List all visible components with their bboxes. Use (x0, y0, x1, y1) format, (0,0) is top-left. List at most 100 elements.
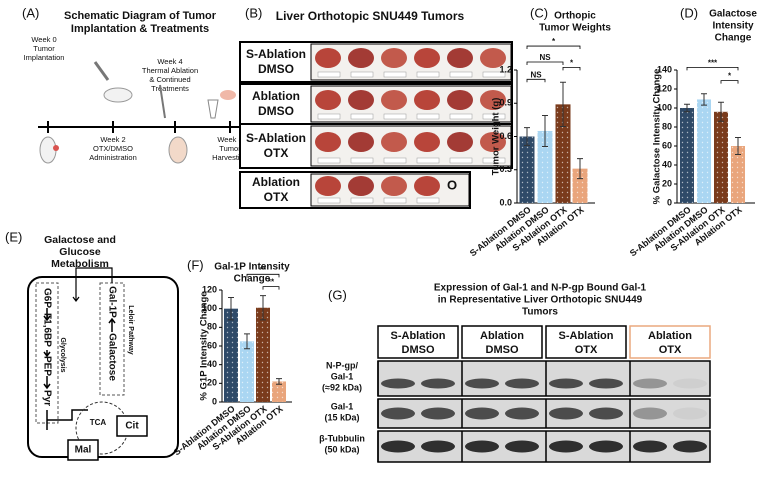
y-tick-label: 40 (207, 359, 217, 369)
probe-icon (159, 84, 166, 119)
blot-band (589, 440, 623, 453)
significance-label: * (552, 37, 556, 46)
row-label: (50 kDa) (324, 444, 359, 454)
chart-title: Galactose (709, 9, 757, 20)
tumor (315, 48, 341, 68)
bar-texture (680, 108, 694, 203)
y-axis-label: Tumor Weight (g) (491, 98, 502, 176)
ruler (383, 157, 407, 164)
metabolite: Gal-1P (106, 286, 117, 318)
ruler (317, 197, 341, 204)
y-axis-label: % Galactose Intensity Change (652, 69, 663, 205)
ruler (449, 71, 473, 78)
tumor (414, 132, 440, 152)
panel-title: Schematic Diagram of Tumor (64, 10, 217, 22)
cell-box (27, 276, 179, 458)
error-bar (735, 136, 741, 156)
group-label: DMSO (258, 62, 294, 76)
tumor (447, 132, 473, 152)
blot-band (673, 407, 707, 420)
blot-row (377, 360, 711, 397)
error-bar (260, 295, 266, 321)
significance-bracket (686, 66, 739, 71)
blot-band (381, 440, 415, 453)
significance-bracket (720, 80, 739, 84)
blot-band (549, 440, 583, 453)
metabolite: Pyr (41, 390, 52, 406)
group-label: Ablation (480, 330, 524, 342)
significance-bracket (526, 78, 546, 83)
error-bar (577, 158, 583, 180)
photo-area (310, 125, 512, 167)
panel-title: Tumors (522, 307, 558, 318)
blot-band (633, 407, 667, 420)
y-tick-label: 0.3 (499, 164, 512, 174)
row-label: β-Tubbulin (319, 433, 365, 443)
pathway-label: Leloir Pathway (127, 305, 134, 355)
tumor-icon (220, 90, 236, 100)
syringe-icon (93, 61, 110, 81)
y-tick-label: 0.0 (499, 197, 512, 207)
significance-label: * (570, 58, 574, 67)
blot-band (589, 407, 623, 420)
group-label: OTX (264, 146, 289, 160)
y-tick-label: 120 (202, 284, 217, 294)
y-tick-label: 0 (667, 197, 672, 207)
error-bar (542, 114, 548, 147)
tumor-icon (53, 145, 59, 151)
tumor (480, 90, 506, 110)
mouse-icon (168, 136, 188, 164)
event-label: Harvesting (212, 153, 248, 162)
group-label: S-Ablation (246, 47, 306, 61)
error-bar (228, 296, 234, 321)
y-tick-label: 1.2 (499, 64, 512, 74)
chart-title: Change (715, 33, 752, 44)
group-label: DMSO (258, 104, 294, 118)
ruler (317, 157, 341, 164)
blot-band (633, 378, 667, 389)
tumor (348, 90, 374, 110)
event-label: Tumor (33, 44, 55, 53)
tumor (348, 132, 374, 152)
blot-band (381, 407, 415, 420)
event-label: & Continued (149, 75, 190, 84)
significance-label: NS (530, 70, 542, 79)
event-label: Week 4 (157, 57, 182, 66)
tumor (381, 132, 407, 152)
group-label: S-Ablation (391, 330, 446, 342)
ruler (416, 197, 440, 204)
chart-title: Tumor Weights (539, 23, 611, 34)
blot-band (673, 378, 707, 389)
significance-bracket (246, 273, 280, 278)
arrow (43, 376, 51, 390)
significance-bracket (526, 61, 564, 66)
group-label: DMSO (486, 344, 519, 356)
tumor (381, 90, 407, 110)
ruler (350, 197, 374, 204)
event-label: Treatments (151, 84, 189, 93)
panel-title: Glucose (59, 246, 101, 258)
group-header (629, 325, 711, 359)
panel-title: Galactose and (44, 234, 116, 246)
event-label: Week 5 (217, 135, 242, 144)
blot-band (549, 378, 583, 389)
ruler (416, 71, 440, 78)
group-label: OTX (264, 190, 289, 204)
mal-box (67, 439, 99, 461)
significance-label: * (728, 72, 732, 81)
event-label: Week 2 (100, 135, 125, 144)
tumor (381, 48, 407, 68)
panel-label: (D) (680, 5, 698, 20)
group-label: Ablation (252, 175, 300, 189)
bar-texture (240, 341, 254, 402)
arrow (46, 409, 88, 430)
row-label: N-P-gp/ (326, 360, 358, 370)
panel-title: Expression of Gal-1 and N-P-gp Bound Gal… (434, 283, 647, 294)
row-label: (≈92 kDa) (322, 382, 362, 392)
ruler (350, 113, 374, 120)
bar-texture (555, 104, 571, 203)
error-bar (718, 101, 724, 122)
tumor (414, 176, 440, 196)
panel-label: (B) (245, 5, 262, 20)
significance-bracket (562, 66, 581, 71)
